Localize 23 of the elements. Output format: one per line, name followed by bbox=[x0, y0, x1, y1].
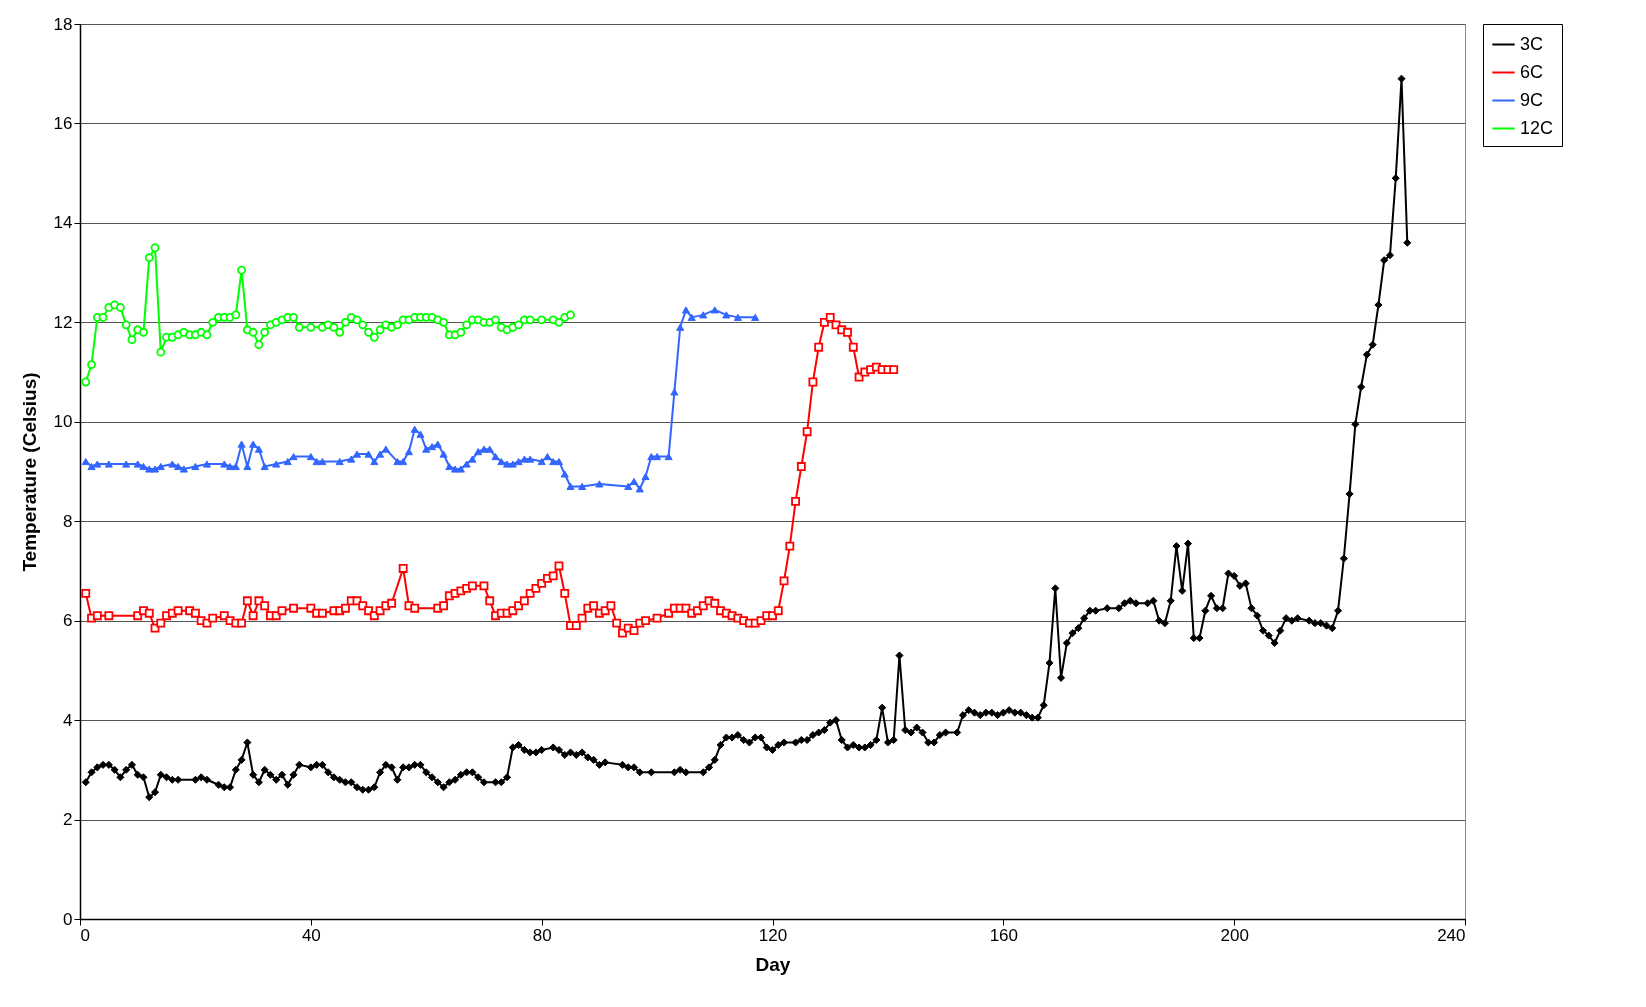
y-axis-title: Temperature (Celsius) bbox=[18, 372, 40, 572]
x-tick-label: 0 bbox=[80, 925, 90, 945]
x-tick-label: 40 bbox=[301, 925, 321, 945]
y-tick-label: 4 bbox=[63, 710, 73, 730]
y-tick-label: 2 bbox=[63, 810, 73, 830]
y-tick-label: 18 bbox=[53, 14, 73, 34]
legend-label: 3C bbox=[1520, 33, 1544, 54]
y-tick-label: 6 bbox=[63, 611, 73, 631]
x-tick-label: 80 bbox=[532, 925, 552, 945]
x-axis-title: Day bbox=[755, 953, 791, 975]
legend-label: 9C bbox=[1520, 89, 1544, 110]
y-tick-label: 16 bbox=[53, 113, 73, 133]
x-tick-label: 200 bbox=[1220, 925, 1249, 945]
x-tick-label: 240 bbox=[1437, 925, 1466, 945]
x-tick-label: 160 bbox=[989, 925, 1019, 945]
y-tick-label: 8 bbox=[63, 511, 73, 531]
y-tick-label: 12 bbox=[53, 312, 73, 332]
y-tick-label: 10 bbox=[53, 412, 73, 432]
y-tick-label: 14 bbox=[53, 213, 73, 233]
legend-label: 6C bbox=[1520, 61, 1544, 82]
legend-label: 12C bbox=[1520, 117, 1554, 138]
x-tick-label: 120 bbox=[758, 925, 788, 945]
y-tick-label: 0 bbox=[63, 909, 73, 929]
